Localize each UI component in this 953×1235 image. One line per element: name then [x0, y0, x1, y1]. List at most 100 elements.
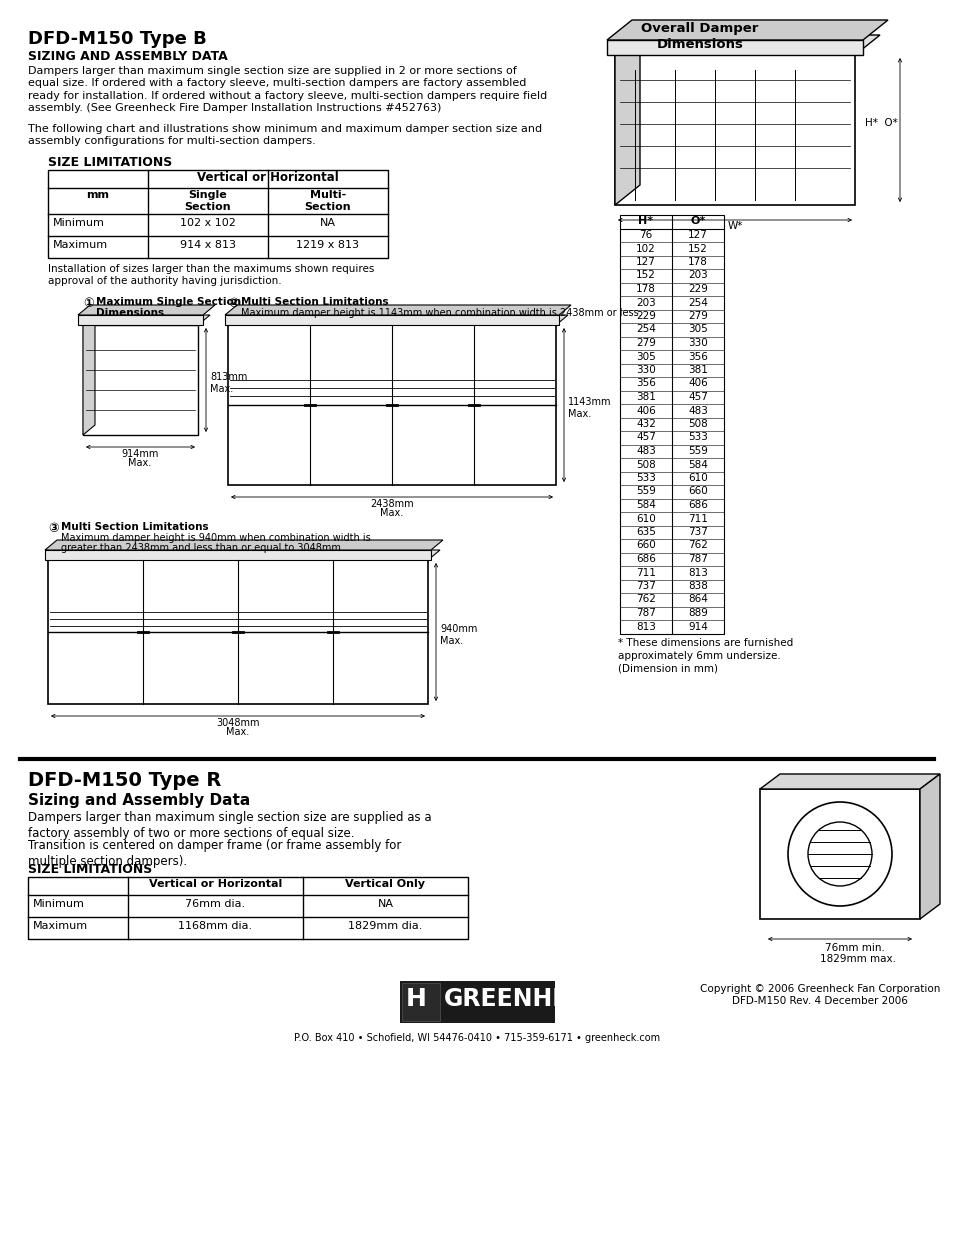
Text: 940mm
Max.: 940mm Max.	[439, 624, 476, 646]
Text: Minimum: Minimum	[53, 219, 105, 228]
Text: 381: 381	[636, 391, 656, 403]
Text: 127: 127	[636, 257, 656, 267]
Text: 102: 102	[636, 243, 655, 253]
Text: 762: 762	[687, 541, 707, 551]
Polygon shape	[615, 35, 879, 56]
Text: Maximum: Maximum	[33, 921, 88, 931]
Text: 152: 152	[636, 270, 656, 280]
Text: 559: 559	[687, 446, 707, 456]
Text: Transition is centered on damper frame (or frame assembly for
multiple section d: Transition is centered on damper frame (…	[28, 839, 401, 868]
Text: 1829mm dia.: 1829mm dia.	[348, 921, 422, 931]
Text: 914mm: 914mm	[121, 450, 158, 459]
Text: 356: 356	[687, 352, 707, 362]
Text: Installation of sizes larger than the maximums shown requires
approval of the au: Installation of sizes larger than the ma…	[48, 264, 374, 287]
Text: 508: 508	[687, 419, 707, 429]
Text: 254: 254	[687, 298, 707, 308]
Text: W*: W*	[726, 221, 741, 231]
Text: 1219 x 813: 1219 x 813	[296, 240, 359, 249]
Text: SIZE LIMITATIONS: SIZE LIMITATIONS	[48, 156, 172, 169]
Text: 406: 406	[687, 378, 707, 389]
Text: Multi Section Limitations: Multi Section Limitations	[61, 522, 209, 532]
Text: 864: 864	[687, 594, 707, 604]
Bar	[619, 215, 723, 634]
Bar	[48, 170, 388, 258]
Text: DFD-M150 Type R: DFD-M150 Type R	[28, 771, 221, 790]
Text: 711: 711	[636, 568, 656, 578]
Text: 305: 305	[636, 352, 655, 362]
Text: 76: 76	[639, 230, 652, 240]
Text: 737: 737	[687, 527, 707, 537]
Text: 330: 330	[636, 366, 655, 375]
Text: * These dimensions are furnished
approximately 6mm undersize.
(Dimension in mm): * These dimensions are furnished approxi…	[618, 638, 792, 673]
Text: 584: 584	[687, 459, 707, 469]
Text: Maximum: Maximum	[53, 240, 108, 249]
Text: 483: 483	[687, 405, 707, 415]
Text: 178: 178	[636, 284, 656, 294]
Text: 406: 406	[636, 405, 655, 415]
Bar	[225, 315, 558, 325]
Text: 584: 584	[636, 500, 656, 510]
Text: 279: 279	[636, 338, 656, 348]
Polygon shape	[83, 315, 210, 325]
Bar	[45, 550, 431, 559]
Text: Max.: Max.	[380, 508, 403, 517]
Polygon shape	[83, 315, 95, 435]
Text: Dampers larger than maximum single section size are supplied as a
factory assemb: Dampers larger than maximum single secti…	[28, 811, 431, 840]
Text: 178: 178	[687, 257, 707, 267]
Text: 559: 559	[636, 487, 656, 496]
Text: 203: 203	[636, 298, 655, 308]
Text: 432: 432	[636, 419, 656, 429]
Text: DFD-M150 Type B: DFD-M150 Type B	[28, 30, 207, 48]
Text: 254: 254	[636, 325, 656, 335]
Text: Single
Section: Single Section	[185, 190, 231, 212]
Text: ①: ①	[83, 296, 93, 310]
Text: NA: NA	[319, 219, 335, 228]
Text: 914: 914	[687, 621, 707, 631]
Text: Overall Damper
Dimensions: Overall Damper Dimensions	[640, 22, 758, 51]
Text: ③: ③	[48, 522, 58, 535]
Text: 508: 508	[636, 459, 655, 469]
Bar	[48, 559, 428, 704]
Text: 76mm min.: 76mm min.	[824, 944, 884, 953]
Bar	[228, 325, 556, 485]
Text: SIZING AND ASSEMBLY DATA: SIZING AND ASSEMBLY DATA	[28, 49, 228, 63]
Text: Sizing and Assembly Data: Sizing and Assembly Data	[28, 793, 250, 808]
Text: Dampers larger than maximum single section size are supplied in 2 or more sectio: Dampers larger than maximum single secti…	[28, 65, 547, 114]
Text: Maximum damper height is 1143mm when combination width is 2438mm or less.: Maximum damper height is 1143mm when com…	[241, 308, 641, 317]
Polygon shape	[45, 540, 442, 550]
Text: Multi-
Section: Multi- Section	[304, 190, 351, 212]
Text: greater than 2438mm and less than or equal to 3048mm.: greater than 2438mm and less than or equ…	[61, 543, 343, 553]
Text: 787: 787	[636, 608, 656, 618]
Text: 533: 533	[636, 473, 656, 483]
Text: 152: 152	[687, 243, 707, 253]
Text: 3048mm: 3048mm	[216, 718, 259, 727]
Text: H*: H*	[638, 216, 653, 226]
Text: Max.: Max.	[226, 727, 250, 737]
Text: Vertical or Horizontal: Vertical or Horizontal	[149, 879, 282, 889]
Text: 914 x 813: 914 x 813	[180, 240, 235, 249]
Bar	[399, 981, 555, 1023]
Bar	[78, 315, 203, 325]
Bar	[401, 983, 439, 1021]
Text: Vertical or Horizontal: Vertical or Horizontal	[197, 170, 338, 184]
Text: The following chart and illustrations show minimum and maximum damper section si: The following chart and illustrations sh…	[28, 124, 541, 147]
Polygon shape	[606, 20, 887, 40]
Text: 305: 305	[687, 325, 707, 335]
Text: 102 x 102: 102 x 102	[180, 219, 235, 228]
Text: 203: 203	[687, 270, 707, 280]
Text: Vertical Only: Vertical Only	[345, 879, 425, 889]
Text: 813: 813	[636, 621, 656, 631]
Polygon shape	[760, 774, 939, 789]
Text: 762: 762	[636, 594, 656, 604]
Text: 330: 330	[687, 338, 707, 348]
Text: 127: 127	[687, 230, 707, 240]
Text: H: H	[406, 987, 426, 1011]
Text: H*  O*: H* O*	[864, 119, 897, 128]
Text: 1168mm dia.: 1168mm dia.	[178, 921, 253, 931]
Bar	[28, 877, 468, 939]
Text: Max.: Max.	[129, 458, 152, 468]
Text: P.O. Box 410 • Schofield, WI 54476-0410 • 715-359-6171 • greenheck.com: P.O. Box 410 • Schofield, WI 54476-0410 …	[294, 1032, 659, 1044]
Text: 457: 457	[687, 391, 707, 403]
Text: 1829mm max.: 1829mm max.	[820, 953, 895, 965]
Text: Dimensions: Dimensions	[96, 308, 164, 317]
